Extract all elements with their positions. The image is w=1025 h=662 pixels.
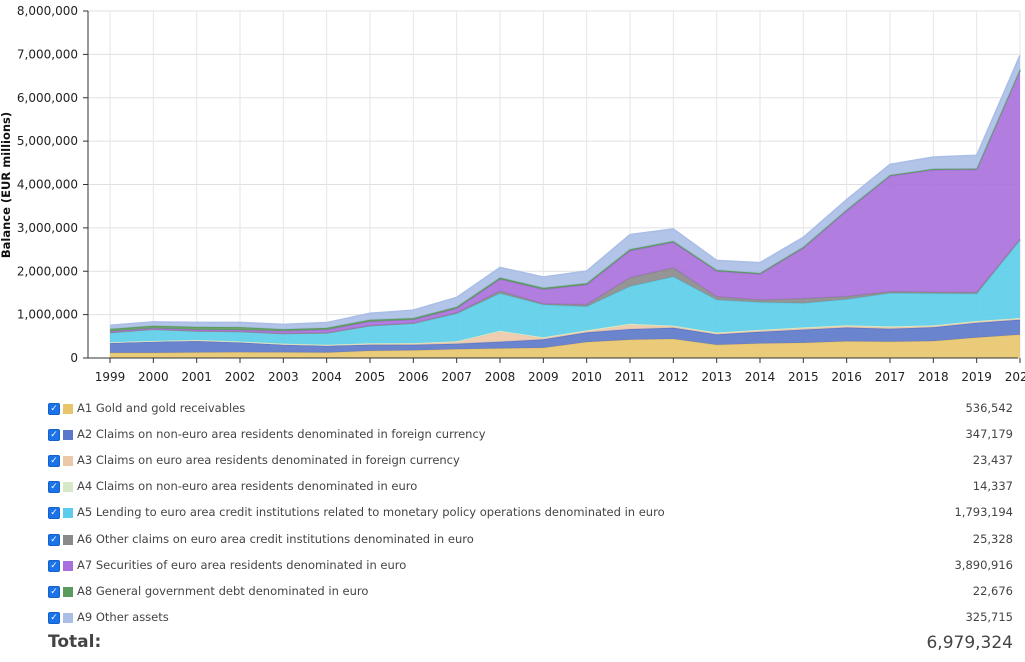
legend-label[interactable]: A1 Gold and gold receivables bbox=[77, 401, 246, 415]
legend-item-4[interactable]: ✓ A4 Claims on non-euro area residents de… bbox=[48, 476, 1013, 498]
legend-checkbox[interactable]: ✓ bbox=[48, 481, 60, 494]
legend-label[interactable]: A7 Securities of euro area residents den… bbox=[77, 557, 407, 572]
legend-checkbox[interactable]: ✓ bbox=[48, 559, 60, 572]
x-tick-label: 2001 bbox=[181, 370, 212, 384]
chart-area-series bbox=[109, 54, 1021, 358]
y-tick-label: 7,000,000 bbox=[17, 47, 78, 61]
x-tick-label: 2015 bbox=[788, 370, 819, 384]
x-tick-label: 2014 bbox=[745, 370, 776, 384]
legend-checkbox[interactable]: ✓ bbox=[48, 533, 60, 546]
legend-label[interactable]: A9 Other assets bbox=[77, 609, 169, 624]
x-tick-label: 2009 bbox=[528, 370, 559, 384]
x-tick-label: 2016 bbox=[831, 370, 862, 384]
y-tick-label: 6,000,000 bbox=[17, 91, 78, 105]
x-tick-labels: 1999 2000 2001 2002 2003 2004 2005 2006 2007 2008… bbox=[95, 370, 1025, 384]
chart-axes bbox=[87, 11, 1018, 359]
legend-swatch bbox=[63, 430, 73, 441]
area-series-5 bbox=[110, 240, 1020, 345]
x-tick-label: 2008 bbox=[485, 370, 516, 384]
legend-swatch bbox=[63, 560, 73, 571]
x-tick-label: 2018 bbox=[918, 370, 949, 384]
y-tick-labels: 0 1,000,000 2,000,000 3,000,000 4,000,000 5,0… bbox=[17, 4, 78, 365]
y-tick-label: 5,000,000 bbox=[17, 134, 78, 148]
legend-label[interactable]: A2 Claims on non-euro area residents den… bbox=[77, 427, 486, 442]
stacked-area-chart: 0 1,000,000 2,000,000 3,000,000 4,000,000 5,0… bbox=[0, 4, 1025, 384]
legend-value: 325,715 bbox=[965, 609, 1013, 624]
legend-item-9[interactable]: ✓ A9 Other assets 325,715 bbox=[48, 607, 1013, 629]
x-tick-label: 2011 bbox=[615, 370, 646, 384]
legend-checkbox[interactable]: ✓ bbox=[48, 455, 60, 468]
legend-item-3[interactable]: ✓ A3 Claims on euro area residents denomi… bbox=[48, 450, 1013, 472]
legend-value: 22,676 bbox=[972, 583, 1013, 598]
legend-item-7[interactable]: ✓ A7 Securities of euro area residents de… bbox=[48, 555, 1013, 577]
x-tick-label: 2006 bbox=[398, 370, 429, 384]
legend-swatch bbox=[63, 586, 73, 597]
legend-label[interactable]: A3 Claims on euro area residents denomin… bbox=[77, 453, 460, 468]
x-tick-label: 2013 bbox=[701, 370, 732, 384]
legend-swatch bbox=[63, 612, 73, 623]
x-tick-label: 2020 bbox=[1005, 370, 1025, 384]
legend-item-6[interactable]: ✓ A6 Other claims on euro area credit ins… bbox=[48, 529, 1013, 551]
y-tick-label: 3,000,000 bbox=[17, 221, 78, 235]
legend-checkbox[interactable]: ✓ bbox=[48, 611, 60, 624]
total-value: 6,979,324 bbox=[926, 633, 1013, 653]
legend-value: 347,179 bbox=[965, 427, 1013, 442]
legend-value: 536,542 bbox=[965, 401, 1013, 415]
legend-label[interactable]: A5 Lending to euro area credit instituti… bbox=[77, 505, 665, 520]
legend-value: 14,337 bbox=[972, 479, 1013, 494]
legend-item-8[interactable]: ✓ A8 General government debt denominated … bbox=[48, 581, 1013, 603]
x-tick-label: 2010 bbox=[571, 370, 602, 384]
x-tick-label: 2000 bbox=[138, 370, 169, 384]
x-tick-label: 2019 bbox=[961, 370, 992, 384]
x-tick-label: 2012 bbox=[658, 370, 689, 384]
legend-checkbox[interactable]: ✓ bbox=[48, 429, 60, 442]
legend-item-5[interactable]: ✓ A5 Lending to euro area credit institut… bbox=[48, 502, 1013, 524]
legend-swatch bbox=[63, 508, 73, 519]
legend-checkbox[interactable]: ✓ bbox=[48, 507, 60, 520]
y-tick-label: 1,000,000 bbox=[17, 308, 78, 322]
legend-item-1[interactable]: ✓ A1 Gold and gold receivables 536,542 bbox=[48, 398, 1013, 420]
legend-checkbox[interactable]: ✓ bbox=[48, 403, 60, 415]
legend-value: 1,793,194 bbox=[954, 505, 1013, 520]
legend-swatch bbox=[63, 404, 73, 414]
x-tick-label: 2007 bbox=[441, 370, 472, 384]
y-tick-label: 2,000,000 bbox=[17, 264, 78, 278]
legend-label[interactable]: A6 Other claims on euro area credit inst… bbox=[77, 531, 474, 546]
y-tick-label: 4,000,000 bbox=[17, 178, 78, 192]
legend-item-2[interactable]: ✓ A2 Claims on non-euro area residents de… bbox=[48, 424, 1013, 446]
area-series-9-line bbox=[109, 54, 1021, 327]
x-tick-label: 2017 bbox=[875, 370, 906, 384]
area-series-7 bbox=[110, 70, 1020, 334]
x-tick-label: 1999 bbox=[95, 370, 126, 384]
legend-swatch bbox=[63, 456, 73, 467]
legend-value: 23,437 bbox=[972, 453, 1013, 468]
x-tick-label: 2005 bbox=[355, 370, 386, 384]
legend-swatch bbox=[63, 534, 73, 545]
legend-label[interactable]: A4 Claims on non-euro area residents den… bbox=[77, 479, 418, 494]
legend-label[interactable]: A8 General government debt denominated i… bbox=[77, 583, 369, 598]
legend-value: 3,890,916 bbox=[954, 557, 1013, 572]
x-tick-label: 2002 bbox=[225, 370, 256, 384]
y-tick-label: 0 bbox=[70, 351, 78, 365]
area-series-1 bbox=[110, 334, 1020, 358]
y-axis-title: Balance (EUR millions) bbox=[0, 112, 13, 258]
x-tick-label: 2003 bbox=[268, 370, 299, 384]
total-row: Total: 6,979,324 bbox=[48, 632, 1013, 658]
x-tick-label: 2004 bbox=[311, 370, 342, 384]
legend-value: 25,328 bbox=[972, 531, 1013, 546]
legend-checkbox[interactable]: ✓ bbox=[48, 585, 60, 598]
y-tick-label: 8,000,000 bbox=[17, 4, 78, 18]
total-label: Total: bbox=[48, 632, 102, 652]
legend-swatch bbox=[63, 482, 73, 493]
